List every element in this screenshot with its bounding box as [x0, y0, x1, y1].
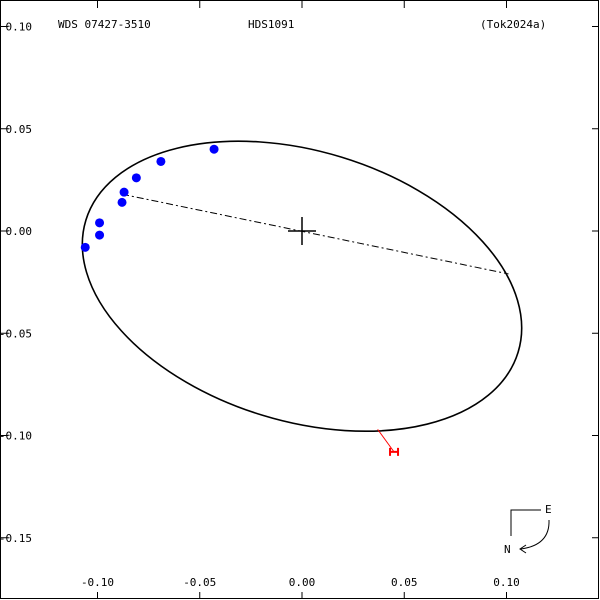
compass-arrowhead: [519, 544, 527, 554]
y-tick-label: -0.05: [0, 327, 32, 340]
observation-point: [95, 230, 105, 240]
line-of-nodes: [121, 193, 509, 275]
observation-point: [95, 218, 105, 228]
y-tick-label: -0.15: [0, 532, 32, 545]
observation-point: [80, 242, 90, 252]
observation-point: [209, 144, 219, 154]
x-tick-label: -0.05: [183, 576, 216, 589]
compass-east-label: E: [545, 503, 552, 516]
observation-point: [131, 173, 141, 183]
observation-point: [119, 187, 129, 197]
observation-point: [117, 197, 127, 207]
orbit-layer: [81, 140, 523, 433]
x-tick-label: -0.10: [81, 576, 114, 589]
compass-north-label: N: [504, 543, 511, 556]
header-center: HDS1091: [248, 18, 294, 31]
x-tick-label: 0.00: [289, 576, 316, 589]
header-right: (Tok2024a): [480, 18, 546, 31]
y-tick-label: 0.05: [6, 123, 33, 136]
y-tick-label: 0.00: [6, 225, 33, 238]
observation-point: [156, 156, 166, 166]
compass-curve-arrow: [520, 519, 550, 550]
header-left: WDS 07427-3510: [58, 18, 151, 31]
points-layer: [80, 144, 400, 456]
compass: E N: [504, 503, 552, 556]
x-tick-label: 0.05: [391, 576, 418, 589]
y-tick-label: -0.10: [0, 430, 32, 443]
y-tick-label: 0.10: [6, 21, 33, 34]
compass-arrows: [510, 509, 541, 536]
predicted-connector: [377, 429, 395, 453]
x-tick-label: 0.10: [493, 576, 520, 589]
orbit-ellipse: [81, 140, 523, 433]
